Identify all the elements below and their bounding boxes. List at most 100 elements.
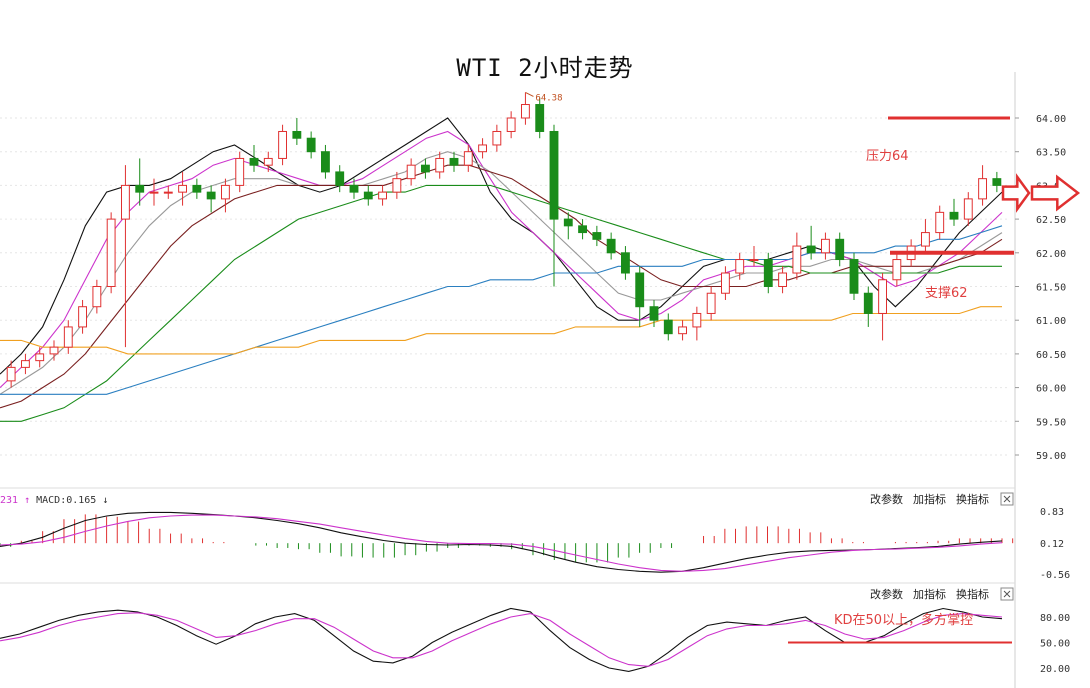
candle-body	[335, 171, 345, 186]
indicator-option-button[interactable]: 加指标	[913, 587, 946, 601]
candle-body	[478, 144, 487, 153]
kd-tick-label: 80.00	[1040, 613, 1070, 624]
candle-body	[378, 191, 387, 200]
candle-body	[706, 292, 716, 314]
annotations: 64.38 压力64 支撑62	[525, 91, 1081, 301]
candle-body	[949, 211, 959, 220]
kd-k-line	[0, 607, 1003, 672]
candle-body	[492, 130, 502, 146]
candle-body	[192, 184, 202, 193]
candle-body	[392, 178, 402, 193]
candle-body	[778, 272, 788, 287]
candle-body	[163, 191, 173, 194]
support-label: 支撑62	[925, 286, 968, 301]
price-tick-label: 59.00	[1036, 451, 1066, 462]
macd-panel: 231 ↑ MACD:0.165 ↓ 改参数 加指标 换指标 0.83 0.12 -0.56	[0, 492, 1070, 581]
candle-body	[663, 319, 673, 335]
candle-body	[221, 184, 230, 200]
candle-body	[63, 326, 73, 348]
candle-body	[321, 151, 330, 173]
kd-panel: 改参数 加指标 换指标 80.00 50.00 20.00 KD在50以上，多方掌控	[0, 587, 1070, 675]
candle-body	[549, 130, 559, 220]
indicator-option-button[interactable]: 加指标	[913, 492, 946, 506]
candle-body	[835, 238, 845, 261]
high-marker-label: 64.38	[535, 93, 562, 103]
moving-average-line	[0, 117, 1003, 375]
candle-body	[135, 184, 145, 193]
price-tick-label: 59.50	[1036, 417, 1066, 428]
indicator-option-button[interactable]: 改参数	[870, 587, 903, 601]
candle-body	[935, 211, 945, 234]
price-axis: 64.0063.5063.0062.5062.0061.5061.0060.50…	[1015, 114, 1066, 462]
indicator-option-button[interactable]: 改参数	[870, 492, 903, 506]
moving-average-line	[0, 184, 1002, 422]
candle-body	[878, 279, 888, 314]
candle-body	[978, 178, 988, 200]
candle-body	[435, 157, 445, 173]
price-tick-label: 61.00	[1036, 316, 1066, 327]
candle-body	[463, 151, 473, 166]
kd-d-line	[0, 612, 1003, 667]
indicator-option-button[interactable]: 换指标	[956, 492, 989, 506]
candle-body	[121, 184, 130, 220]
candle-body	[278, 130, 287, 159]
candle-body	[78, 306, 88, 328]
moving-average-lines	[0, 117, 1003, 422]
candle-body	[735, 259, 745, 274]
macd-indicator-label: 231 ↑ MACD:0.165 ↓	[0, 495, 108, 506]
candle-body	[21, 360, 30, 368]
candle-body	[92, 286, 102, 308]
candle-body	[306, 137, 316, 153]
candle-body	[292, 130, 302, 139]
macd-dea-line	[0, 514, 1003, 572]
candle-body	[592, 232, 602, 240]
macd-dif-line	[0, 511, 1003, 573]
moving-average-line	[0, 164, 1003, 409]
kd-note-label: KD在50以上，多方掌控	[834, 612, 973, 628]
candlestick-series	[6, 92, 1002, 388]
price-tick-label: 60.00	[1036, 384, 1066, 395]
candle-body	[349, 184, 359, 193]
price-tick-label: 64.00	[1036, 114, 1066, 125]
candle-body	[692, 312, 702, 328]
candle-body	[892, 259, 902, 281]
price-tick-label: 62.50	[1036, 215, 1066, 226]
moving-average-line	[0, 306, 1002, 355]
candle-body	[449, 157, 459, 166]
candle-body	[206, 191, 216, 200]
close-icon	[1003, 590, 1011, 598]
candle-body	[806, 245, 816, 254]
indicator-option-button[interactable]: 换指标	[956, 587, 989, 601]
candle-body	[849, 259, 859, 294]
candle-body	[821, 238, 830, 254]
candle-body	[863, 292, 873, 314]
candle-body	[678, 326, 688, 335]
candle-body	[621, 252, 630, 274]
candle-body	[263, 157, 273, 166]
candle-body	[235, 157, 245, 186]
price-tick-label: 60.50	[1036, 350, 1066, 361]
close-icon	[1003, 495, 1011, 503]
kd-tick-label: 50.00	[1040, 639, 1070, 650]
candle-body	[35, 353, 45, 362]
candle-body	[763, 259, 773, 288]
candle-body	[406, 164, 416, 180]
candle-body	[506, 117, 516, 132]
moving-average-line	[0, 151, 1003, 395]
candle-body	[792, 245, 802, 274]
candle-body	[106, 218, 116, 288]
candle-body	[578, 225, 588, 234]
macd-tick-label: 0.12	[1040, 539, 1064, 550]
candle-body	[363, 191, 373, 200]
macd-tick-label: 0.83	[1040, 507, 1064, 518]
candle-body	[963, 198, 973, 220]
candle-body	[921, 232, 930, 247]
candle-body	[6, 366, 16, 382]
candle-body	[635, 272, 645, 308]
candle-body	[178, 184, 187, 193]
resistance-label: 压力64	[866, 149, 909, 164]
candle-body	[749, 259, 759, 262]
candle-body	[249, 157, 259, 166]
candle-body	[149, 191, 159, 194]
